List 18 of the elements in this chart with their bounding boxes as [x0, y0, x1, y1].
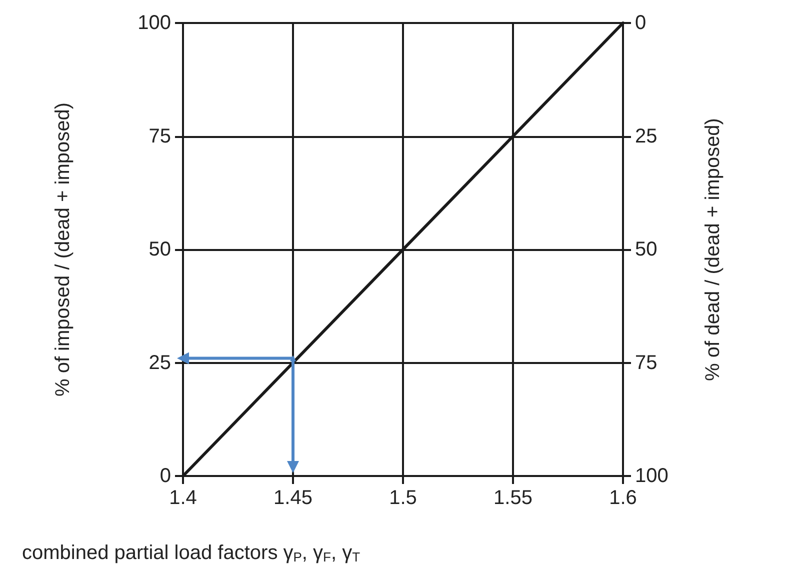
y2-axis-title: % of dead / (dead + imposed)	[702, 118, 724, 381]
y-tick-label: 25	[148, 352, 171, 374]
y2-tick-label: 0	[635, 12, 646, 34]
y-tick-label: 50	[148, 238, 171, 260]
x-tick-label: 1.4	[169, 487, 197, 509]
x-tick-label: 1.45	[274, 487, 312, 509]
x-tick-label: 1.6	[609, 487, 637, 509]
y-tick-label: 75	[148, 125, 171, 148]
y-tick-label: 0	[160, 465, 171, 487]
y2-tick-label: 75	[635, 352, 658, 374]
y2-tick-label: 25	[635, 125, 658, 148]
x-tick-label: 1.55	[494, 487, 532, 509]
y2-tick-label: 50	[635, 238, 658, 260]
x-axis-title: combined partial load factors γP, γF, γT	[22, 542, 360, 564]
y2-tick-label: 100	[635, 465, 668, 487]
y-axis-title: % of imposed / (dead + imposed)	[52, 102, 74, 397]
y-tick-label: 100	[138, 12, 171, 34]
x-tick-label: 1.5	[389, 487, 417, 509]
